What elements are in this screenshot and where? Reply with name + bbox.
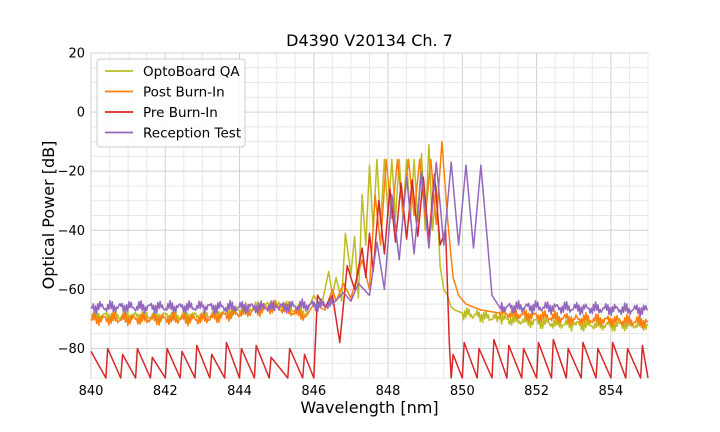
chart-title: D4390 V20134 Ch. 7 [286, 31, 453, 50]
x-axis-label: Wavelength [nm] [300, 398, 438, 417]
y-tick-label: 0 [77, 106, 85, 121]
x-tick-label: 848 [376, 384, 401, 399]
legend-label: OptoBoard QA [143, 64, 240, 80]
legend: OptoBoard QA Post Burn-In Pre Burn-In Recep… [96, 58, 246, 148]
x-tick-label: 840 [79, 384, 104, 399]
tick-labels: 840 842 844 846 848 850 852 854 20 0 −20 −40 −60 −80 [58, 47, 624, 400]
x-tick-label: 842 [153, 384, 178, 399]
y-tick-label: −60 [58, 283, 85, 298]
legend-label: Reception Test [143, 126, 241, 142]
legend-box [96, 58, 246, 148]
x-tick-label: 852 [524, 384, 549, 399]
legend-label: Post Burn-In [143, 85, 225, 101]
series-line-reception-test [90, 161, 649, 318]
series-line-pre-burn-in [90, 173, 649, 379]
y-tick-label: −20 [58, 165, 85, 180]
legend-label: Pre Burn-In [143, 105, 218, 121]
x-tick-label: 850 [450, 384, 475, 399]
x-tick-label: 844 [227, 384, 252, 399]
y-axis-label: Optical Power [dB] [39, 141, 58, 290]
y-tick-label: −80 [58, 342, 85, 357]
series-line-optoboard-qa [90, 143, 649, 332]
x-tick-label: 854 [598, 384, 623, 399]
x-tick-label: 846 [301, 384, 326, 399]
y-tick-label: 20 [68, 47, 85, 62]
y-tick-label: −40 [58, 224, 85, 239]
series-layer [90, 140, 649, 379]
